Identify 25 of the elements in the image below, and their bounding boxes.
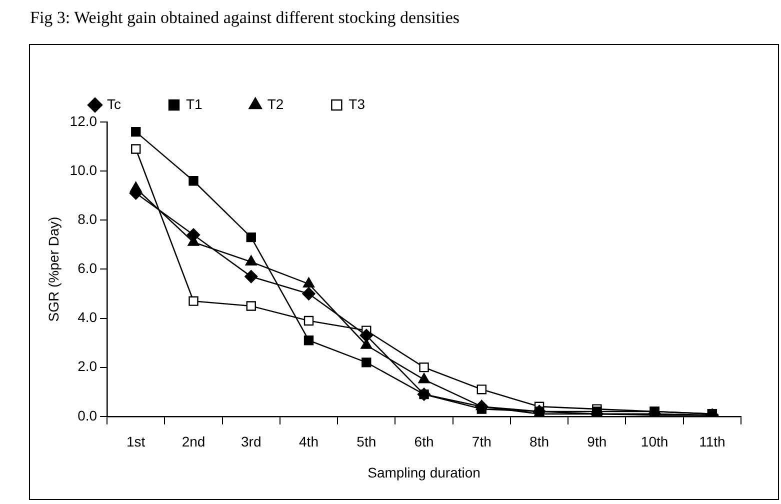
x-tick-label: 1st [126, 434, 146, 450]
y-tick-label: 2.0 [78, 358, 98, 374]
y-tick-label: 4.0 [78, 309, 98, 326]
x-tick-label: 9th [587, 434, 607, 450]
x-tick-label: 10th [640, 434, 668, 450]
chart-title: Fig 3: Weight gain obtained against different stocking densities [30, 8, 460, 28]
x-tick-label: 2nd [182, 434, 206, 450]
legend-label: Tc [107, 96, 121, 112]
y-tick-label: 8.0 [78, 210, 98, 227]
x-tick-label: 4th [299, 434, 318, 450]
x-axis-title: Sampling duration [368, 464, 480, 480]
y-tick-label: 10.0 [70, 162, 98, 178]
x-tick-label: 11th [699, 434, 726, 450]
y-tick-label: 12.0 [70, 112, 98, 129]
x-tick-label: 8th [530, 434, 550, 450]
x-tick-label: 7th [472, 434, 492, 450]
y-tick-label: 6.0 [78, 260, 98, 276]
x-tick-label: 6th [414, 434, 434, 450]
x-tick-label: 5th [356, 434, 376, 450]
legend-label: T3 [348, 96, 366, 112]
y-tick-label: 0.0 [78, 407, 98, 424]
legend-label: T1 [186, 96, 203, 112]
legend-label: T2 [267, 96, 284, 112]
y-axis-title: SGR (%per Day) [45, 216, 62, 322]
x-tick-label: 3rd [241, 434, 262, 450]
